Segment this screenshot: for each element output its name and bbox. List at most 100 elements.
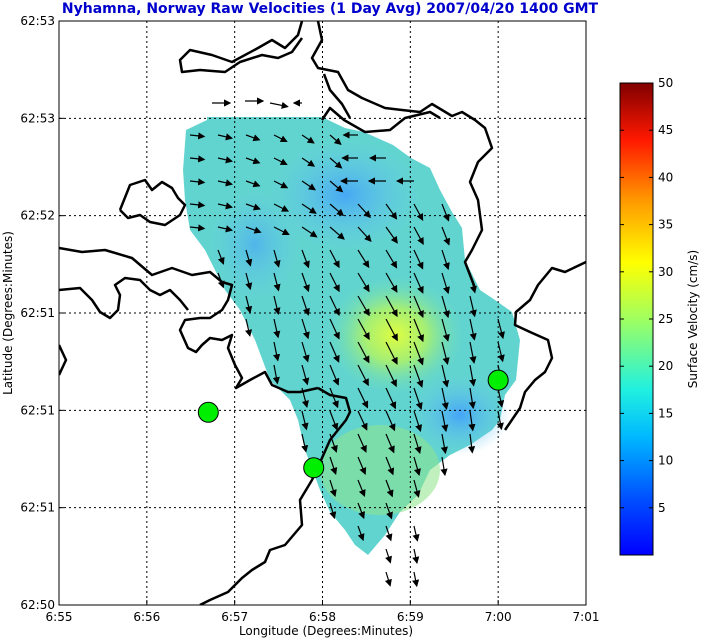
velocity-arrow — [301, 134, 315, 144]
velocity-arrow — [329, 203, 345, 217]
y-axis-label: Latitude (Degrees:Minutes) — [1, 231, 15, 395]
grid — [59, 21, 586, 605]
y-tick-label: 62:51 — [20, 403, 55, 417]
velocity-arrow — [385, 502, 393, 520]
velocity-arrow — [385, 548, 392, 564]
velocity-arrow — [329, 433, 338, 453]
velocity-arrow — [273, 226, 290, 236]
colorbar-tick-label: 15 — [658, 406, 673, 420]
velocity-arrow — [301, 249, 310, 269]
velocity-arrow — [385, 272, 398, 293]
velocity-arrow — [385, 203, 398, 220]
velocity-arrow — [329, 157, 343, 169]
velocity-arrow — [497, 318, 505, 340]
velocity-arrow — [469, 295, 477, 318]
velocity-arrow — [441, 387, 449, 410]
velocity-arrow — [357, 249, 370, 269]
velocity-arrow — [301, 433, 309, 453]
coastline-segment — [503, 260, 586, 431]
y-tick-label: 62:50 — [20, 598, 55, 612]
velocity-arrow — [245, 272, 253, 291]
colorbar-gradient — [620, 83, 653, 555]
velocity-arrow — [441, 341, 450, 365]
velocity-arrow — [273, 203, 290, 212]
velocity-arrow — [245, 157, 261, 165]
y-axis: 62:53 62:53 62:52 62:51 62:51 62:51 62:50 — [20, 14, 64, 612]
velocity-arrow — [329, 318, 340, 340]
velocity-arrow — [357, 433, 367, 453]
y-tick-label: 62:52 — [20, 209, 55, 223]
lower-cold-zone — [410, 375, 510, 455]
velocity-arrow — [385, 318, 398, 342]
velocity-arrow — [357, 410, 368, 431]
x-tick-label: 6:57 — [221, 610, 248, 624]
velocity-arrow — [468, 410, 476, 432]
colorbar-tick-label: 50 — [658, 76, 673, 90]
velocity-arrow — [301, 180, 316, 191]
velocity-arrow — [413, 295, 424, 319]
lower-green-zone — [320, 425, 440, 515]
velocity-arrow — [301, 387, 309, 408]
velocity-arrow — [413, 456, 421, 476]
velocity-arrow — [357, 502, 365, 520]
colorbar-tick-label: 10 — [658, 454, 673, 468]
velocity-arrow — [329, 272, 340, 293]
radar-site-marker — [197, 401, 219, 423]
velocity-arrow — [469, 341, 477, 364]
coastline-segment — [199, 386, 352, 605]
velocity-arrow — [217, 225, 234, 233]
y-tick-label: 62:53 — [20, 111, 55, 125]
velocity-arrow — [468, 387, 476, 410]
velocity-arrow — [467, 433, 476, 454]
velocity-arrow — [413, 433, 422, 455]
velocity-arrow — [301, 341, 310, 363]
colorbar-tick-label: 45 — [658, 123, 673, 137]
velocity-arrow — [357, 226, 372, 242]
velocity-arrow — [357, 272, 370, 293]
colorbar-tick-label: 35 — [658, 218, 673, 232]
velocity-arrow — [385, 433, 395, 454]
velocity-arrow — [245, 180, 261, 188]
velocity-arrow — [441, 203, 450, 222]
velocity-arrow — [385, 456, 395, 476]
radar-sites — [197, 369, 509, 479]
velocity-arrow — [441, 249, 450, 271]
coastline-segment — [59, 246, 319, 394]
velocity-arrow — [385, 364, 397, 388]
velocity-arrow — [413, 249, 424, 270]
velocity-arrow — [357, 318, 370, 341]
velocity-arrow — [385, 525, 393, 542]
colorbar-tick-label: 40 — [658, 170, 673, 184]
velocity-arrow — [189, 224, 206, 232]
velocity-arrow — [413, 226, 424, 246]
left-cold-zone — [210, 190, 300, 300]
velocity-arrow — [273, 272, 281, 292]
coastline-segment — [310, 21, 494, 289]
velocity-arrow — [357, 525, 365, 542]
velocity-arrow — [412, 571, 420, 588]
velocity-arrow — [217, 249, 225, 265]
velocity-arrow — [189, 155, 206, 163]
velocity-arrow — [385, 341, 398, 365]
velocity-arrow — [329, 410, 339, 431]
velocity-arrow — [301, 272, 310, 293]
velocity-arrow — [329, 295, 340, 317]
velocity-arrow — [329, 456, 338, 475]
velocity-arrow — [440, 456, 448, 477]
velocity-arrow — [413, 272, 424, 294]
velocity-arrow — [301, 410, 309, 431]
velocity-arrow — [357, 295, 370, 317]
y-tick-label: 62:53 — [20, 14, 55, 28]
velocity-arrow — [413, 410, 423, 433]
velocity-arrow — [217, 156, 234, 164]
coastline-segment — [178, 21, 304, 74]
velocity-arrow — [245, 134, 261, 142]
velocity-arrow — [329, 249, 340, 269]
coastline-segment — [320, 106, 441, 134]
velocity-arrow — [273, 157, 288, 165]
velocity-arrow — [245, 249, 253, 267]
coastline-segment — [59, 276, 189, 320]
velocity-arrow — [329, 502, 337, 520]
velocity-arrow — [357, 387, 369, 409]
